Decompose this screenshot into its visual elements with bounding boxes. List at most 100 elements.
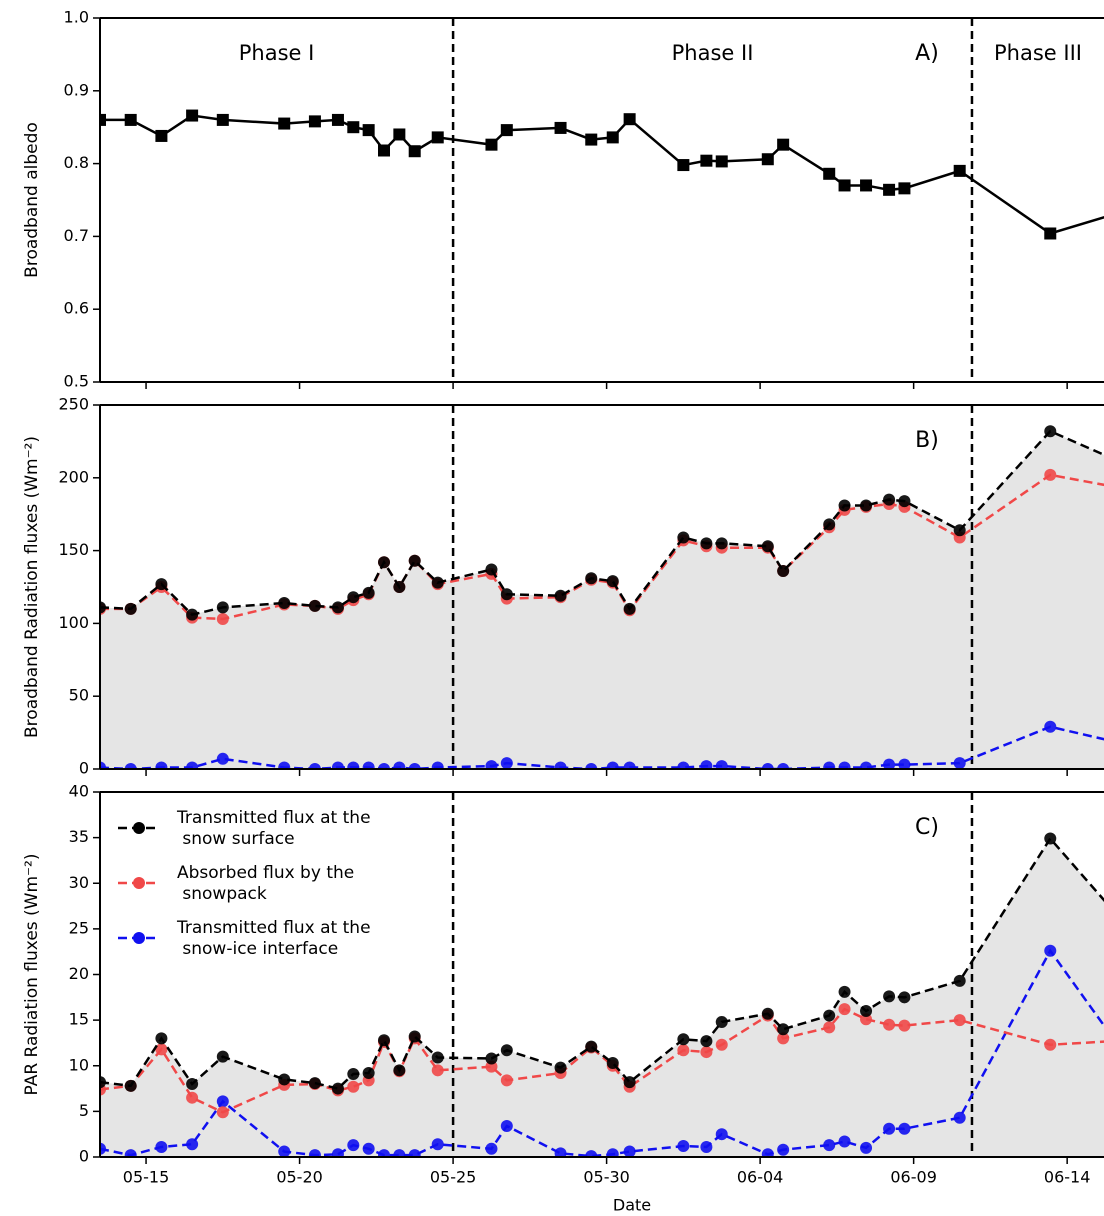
marker: [761, 540, 774, 553]
marker: [898, 1019, 911, 1032]
marker: [761, 1148, 774, 1157]
marker: [898, 758, 911, 769]
marker: [1044, 425, 1057, 438]
marker: [408, 554, 421, 567]
marker: [362, 586, 375, 599]
marker: [362, 1142, 375, 1155]
marker: [898, 495, 911, 508]
marker: [155, 1032, 168, 1045]
y-tick-label: 150: [58, 540, 89, 559]
marker: [761, 153, 774, 166]
marker: [860, 761, 873, 769]
marker: [331, 1082, 344, 1095]
legend-marker: [133, 877, 145, 889]
marker: [777, 1143, 790, 1156]
marker: [124, 602, 137, 615]
phase-label: Phase I: [239, 41, 315, 65]
y-tick-label: 0.8: [64, 153, 89, 172]
marker: [408, 1149, 421, 1157]
marker: [485, 1060, 498, 1073]
marker: [278, 761, 291, 769]
marker: [777, 1023, 790, 1036]
x-tick-label: 05-25: [430, 1168, 477, 1187]
marker: [1044, 832, 1057, 845]
y-tick-label: 100: [58, 613, 89, 632]
marker: [623, 113, 636, 126]
marker: [186, 109, 199, 122]
y-tick-label: 20: [69, 964, 89, 983]
marker: [1044, 720, 1057, 733]
marker: [378, 1149, 391, 1157]
marker: [700, 1035, 713, 1048]
marker: [431, 576, 444, 589]
marker: [898, 182, 911, 195]
marker: [378, 556, 391, 569]
legend-label: Absorbed flux by the snowpack: [177, 863, 354, 904]
marker: [331, 1148, 344, 1157]
x-tick-label: 06-09: [890, 1168, 937, 1187]
marker: [347, 591, 360, 604]
marker: [347, 1080, 360, 1093]
y-tick-label: 0: [79, 1147, 89, 1166]
marker: [883, 758, 896, 769]
marker: [308, 115, 321, 128]
marker: [1044, 1038, 1057, 1051]
marker: [431, 1051, 444, 1064]
marker: [216, 1050, 229, 1063]
marker: [216, 113, 229, 126]
marker: [715, 537, 728, 550]
marker: [500, 124, 513, 137]
marker: [124, 1149, 137, 1157]
legend-marker: [133, 822, 145, 834]
marker: [860, 499, 873, 512]
marker: [623, 761, 636, 769]
marker: [362, 761, 375, 769]
y-axis-label: PAR Radiation fluxes (Wm⁻²): [22, 854, 42, 1096]
marker: [606, 1148, 619, 1157]
x-tick-label: 05-30: [583, 1168, 630, 1187]
plot-area: [100, 792, 1104, 1157]
marker: [953, 524, 966, 537]
marker: [585, 763, 598, 769]
marker: [761, 1007, 774, 1020]
marker: [216, 1106, 229, 1119]
marker: [677, 1140, 690, 1153]
marker: [100, 601, 106, 614]
marker: [823, 761, 836, 769]
marker: [216, 752, 229, 765]
marker: [278, 1073, 291, 1086]
x-axis-label: Date: [613, 1196, 651, 1215]
marker: [554, 1147, 567, 1157]
marker: [124, 113, 137, 126]
y-axis-label: Broadband albedo: [22, 122, 42, 278]
marker: [606, 131, 619, 144]
marker: [677, 531, 690, 544]
marker: [953, 974, 966, 987]
y-tick-label: 250: [58, 395, 89, 414]
marker: [554, 1061, 567, 1074]
marker: [308, 1149, 321, 1157]
y-tick-label: 0.9: [64, 80, 89, 99]
marker: [362, 124, 375, 137]
y-tick-label: 0.6: [64, 299, 89, 318]
marker: [700, 760, 713, 769]
marker: [100, 113, 106, 126]
marker: [155, 1140, 168, 1153]
marker: [100, 1076, 106, 1089]
marker: [554, 589, 567, 602]
marker: [155, 578, 168, 591]
marker: [777, 763, 790, 769]
marker: [186, 1091, 199, 1104]
plot-area: [100, 18, 1104, 382]
marker: [216, 601, 229, 614]
marker: [408, 763, 421, 769]
marker: [883, 493, 896, 506]
marker: [431, 761, 444, 769]
legend-marker: [133, 932, 145, 944]
marker: [953, 1014, 966, 1027]
marker: [715, 155, 728, 168]
marker: [155, 129, 168, 142]
x-tick-label: 06-14: [1044, 1168, 1091, 1187]
marker: [838, 761, 851, 769]
marker: [677, 1033, 690, 1046]
